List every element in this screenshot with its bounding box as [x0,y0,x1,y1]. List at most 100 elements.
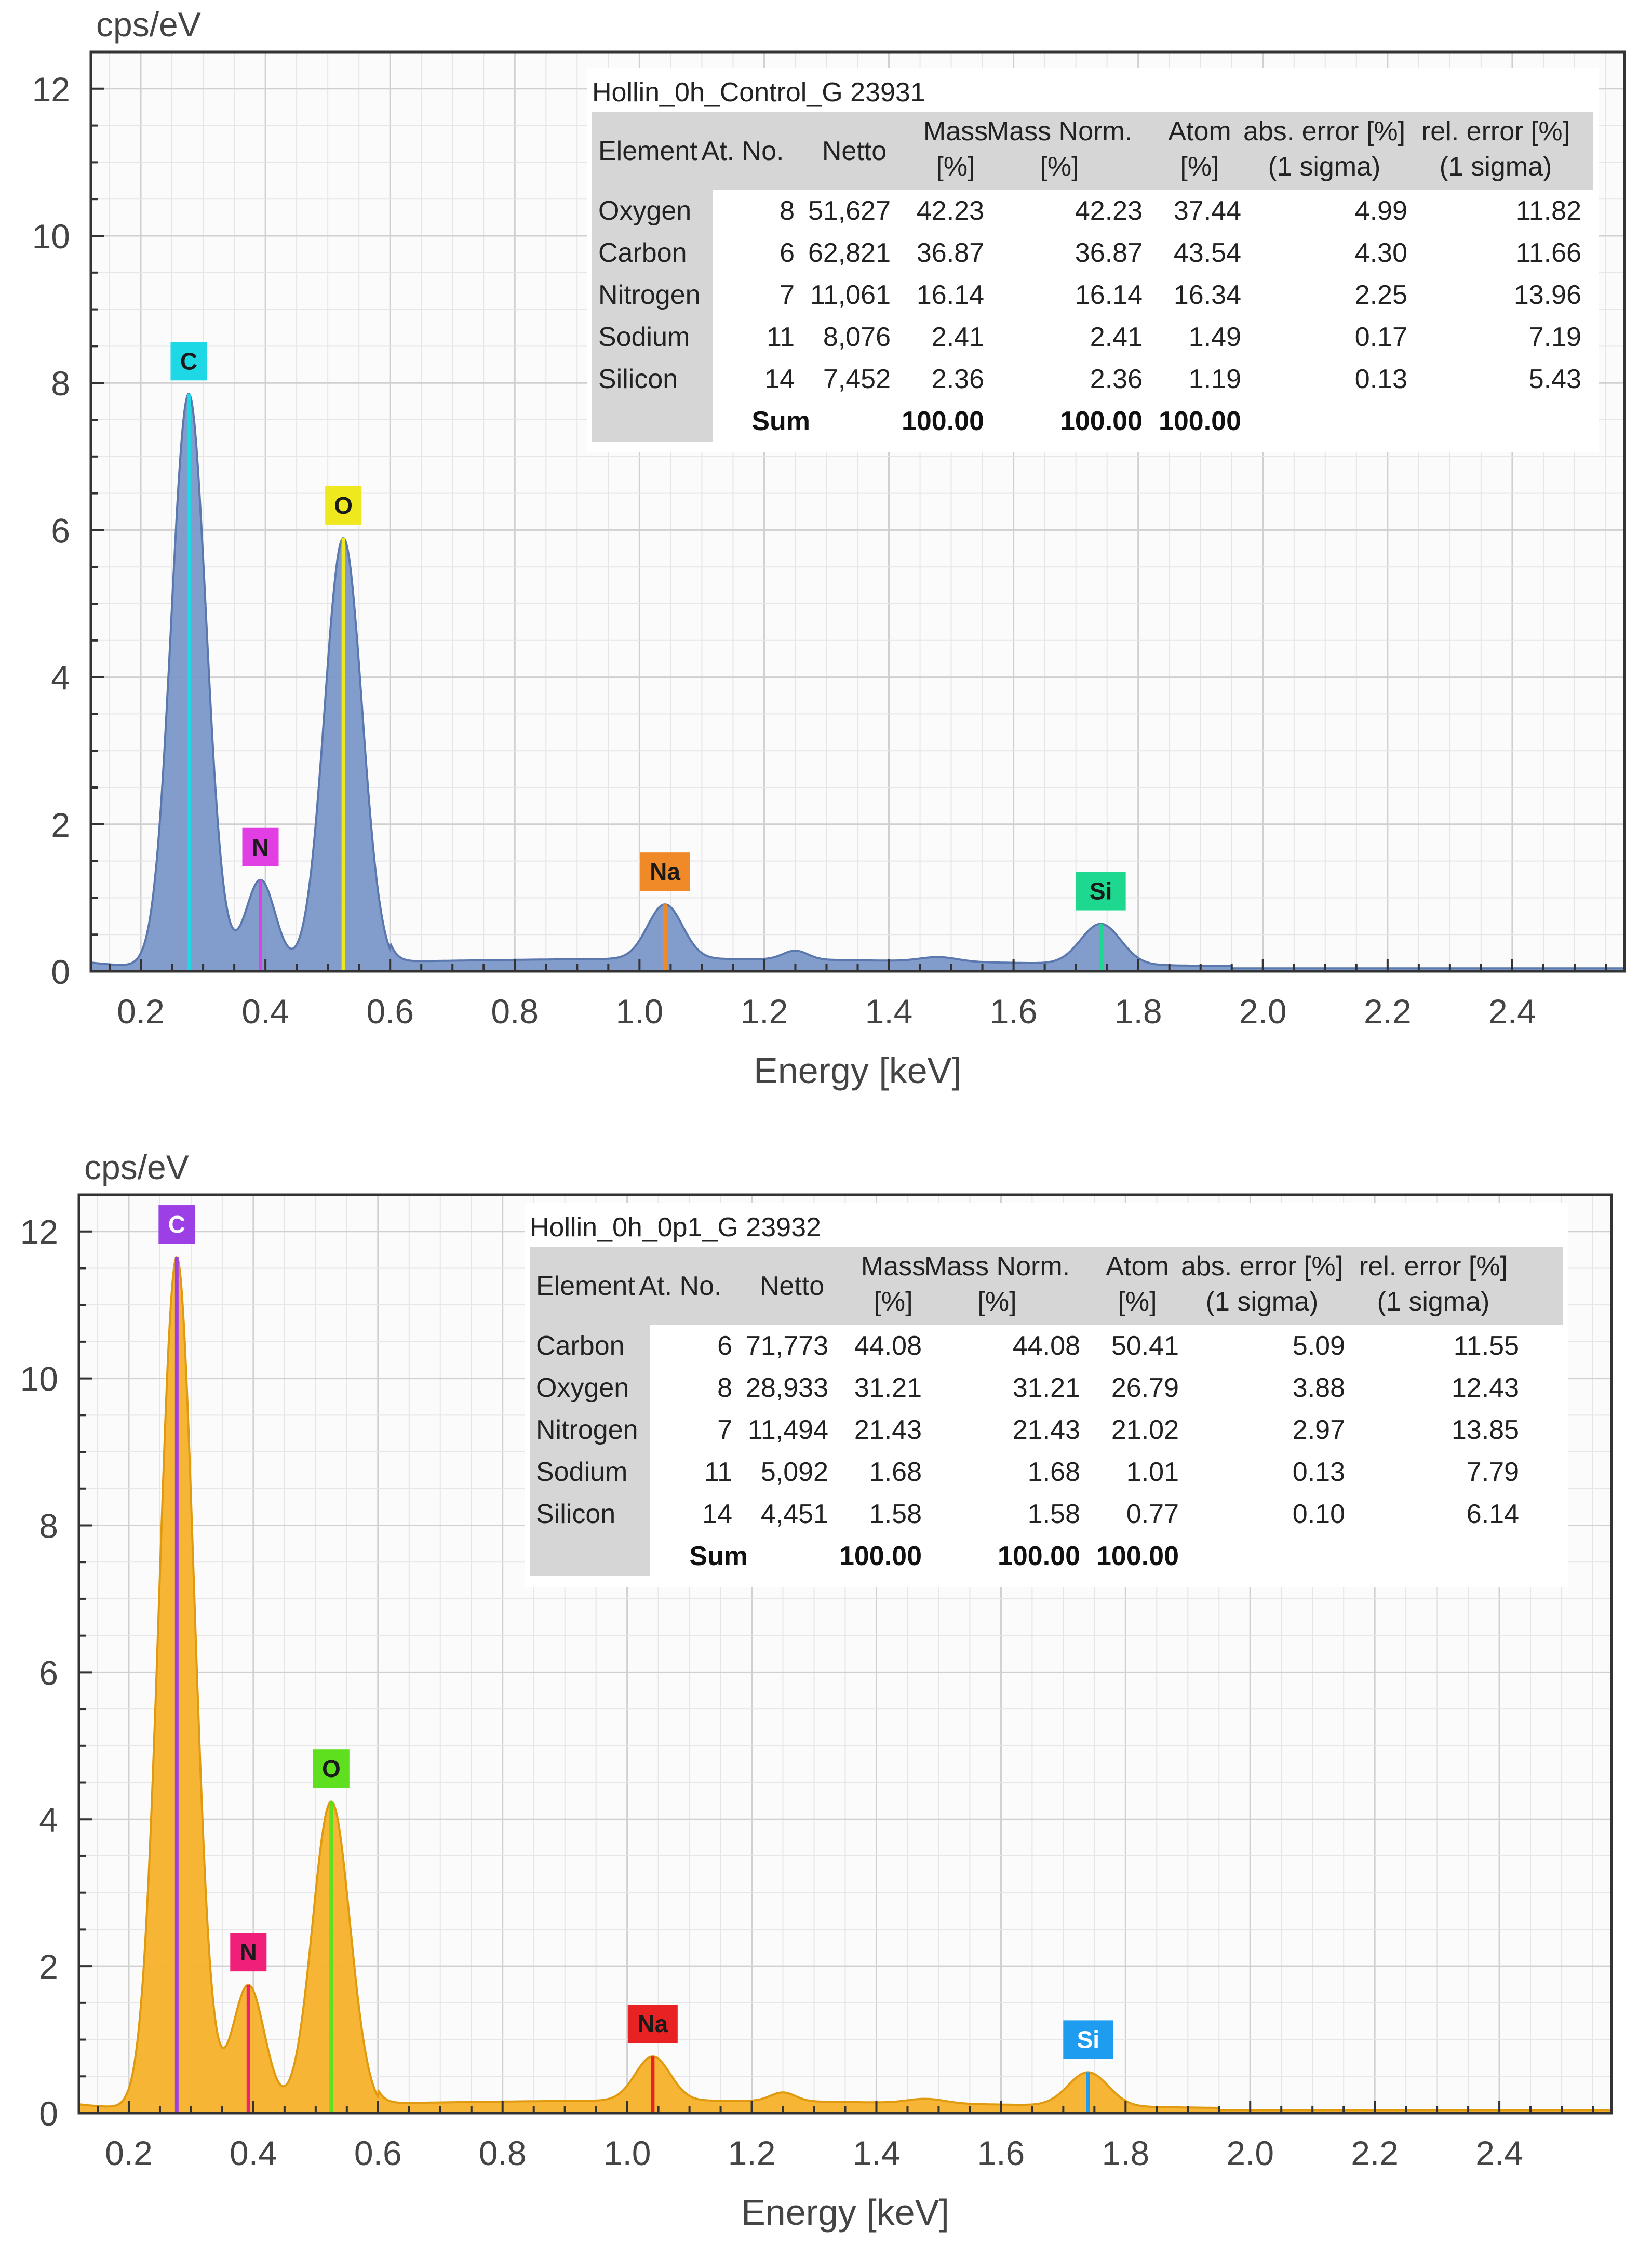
table-header-7: rel. error [%] (1 sigma) [1359,1251,1508,1317]
table-header-1: At. No. [702,136,784,166]
table-cell: 0.13 [1355,364,1407,394]
table-header-2: Netto [822,136,887,166]
table-header-1: At. No. [639,1271,722,1301]
peak-label-n: N [252,834,269,861]
table-header-band [530,1247,1563,1325]
x-tick-label: 1.4 [853,2134,901,2172]
peak-label-box-na [627,2005,678,2043]
table-cell: 11 [767,322,795,352]
table-row: Nitrogen 7 11,494 21.43 21.43 21.02 2.97 13.85 [536,1415,1519,1445]
y-tick-label: 12 [20,1213,58,1251]
table-cell: 6 [780,238,795,268]
x-tick-label: 2.4 [1488,992,1536,1031]
table-sum-value: 100.00 [998,1541,1080,1571]
table-cell: 11,494 [748,1415,828,1445]
table-header-3: Mass [%] [861,1251,925,1317]
table-cell: 2.41 [932,322,984,352]
table-cell: 12.43 [1452,1373,1519,1403]
table-cell: 6.14 [1467,1499,1519,1529]
y-tick-label: 0 [51,953,70,991]
y-tick-label: 6 [39,1653,58,1692]
table-cell: 11,061 [810,280,891,310]
table-cell: 2.25 [1355,280,1407,310]
eds-spectrum-panel-control: C N O Na Si Hollin_0h_Control_G 23931 Element A… [0,0,1652,1117]
table-cell: 5.43 [1529,364,1581,394]
table-header-5: Atom [%] [1106,1251,1169,1317]
table-sum-value: 100.00 [1060,406,1143,436]
table-cell: 50.41 [1111,1331,1179,1361]
x-tick-label: 2.2 [1351,2134,1399,2172]
table-cell: 4.30 [1355,238,1407,268]
spectrum-line [90,393,1624,970]
table-cell: Nitrogen [598,280,701,310]
peak-label-box-o [325,486,362,525]
y-tick-label: 8 [51,364,70,403]
peak-label-box-c [170,342,207,381]
table-cell: 8 [780,196,795,226]
x-tick-label: 0.6 [354,2134,402,2172]
table-cell: 26.79 [1111,1373,1179,1403]
table-cell: 11 [704,1457,732,1487]
table-cell: 1.19 [1189,364,1241,394]
peak-label-o: O [334,492,353,519]
table-row: Sodium 11 5,092 1.68 1.68 1.01 0.13 7.79 [536,1457,1519,1487]
table-cell: 7.19 [1529,322,1581,352]
table-cell: 0.17 [1355,322,1407,352]
table-cell: 11.82 [1516,196,1581,226]
table-header-4: Mass Norm. [%] [924,1251,1070,1317]
table-cell: 71,773 [746,1331,828,1361]
y-tick-label: 0 [39,2094,58,2133]
peak-label-box-n [242,827,279,866]
table-cell: 8 [717,1373,732,1403]
table-header-4: Mass Norm. [%] [987,116,1132,182]
peak-label-box-na [640,852,690,891]
table-cell: 14 [764,364,795,394]
table-cell: Sodium [598,322,690,352]
table-cell: 11.66 [1516,238,1581,268]
table-header-0: Element [536,1271,635,1301]
table-sum-label: Sum [751,406,810,436]
table-cell: 11.55 [1454,1331,1519,1361]
table-header-band [592,112,1593,190]
table-cell: 16.34 [1174,280,1241,310]
table-sum-value: 100.00 [1096,1541,1179,1571]
table-cell: 16.14 [1075,280,1143,310]
table-cell: 42.23 [917,196,984,226]
table-sum-value: 100.00 [839,1541,922,1571]
table-cell: 1.68 [1028,1457,1080,1487]
table-header-0: Element [598,136,697,166]
table-cell: Oxygen [598,196,691,226]
table-cell: 36.87 [1075,238,1143,268]
x-tick-label: 1.0 [615,992,663,1031]
y-tick-label: 8 [39,1506,58,1545]
peak-label-o: O [322,1755,341,1782]
table-cell: 21.43 [1013,1415,1080,1445]
table-row: Nitrogen 7 11,061 16.14 16.14 16.34 2.25 13.96 [598,280,1581,310]
table-cell: Sodium [536,1457,627,1487]
table-row: Carbon 6 71,773 44.08 44.08 50.41 5.09 11.55 [536,1331,1519,1361]
table-header-6: abs. error [%] (1 sigma) [1243,116,1405,182]
table-cell: 16.14 [917,280,984,310]
table-cell: Carbon [598,238,687,268]
table-title: Hollin_0h_Control_G 23931 [592,77,925,108]
x-tick-label: 2.0 [1226,2134,1274,2172]
y-axis-label: cps/eV [84,1148,189,1186]
table-cell: 14 [702,1499,732,1529]
table-cell: 1.58 [1028,1499,1080,1529]
table-cell: 2.36 [932,364,984,394]
x-axis-label: Energy [keV] [741,2192,949,2233]
x-axis-label: Energy [keV] [754,1050,962,1091]
x-tick-label: 1.2 [741,992,788,1031]
peak-label-si: Si [1077,2026,1099,2053]
x-tick-label: 0.2 [117,992,165,1031]
table-row: Carbon 6 62,821 36.87 36.87 43.54 4.30 11.66 [598,238,1581,268]
y-tick-label: 4 [51,659,70,697]
peak-label-c: C [180,348,197,375]
table-sum-value: 100.00 [1159,406,1241,436]
table-cell: 7,452 [823,364,891,394]
eds-spectrum-panel-0p1: C N O Na Si Hollin_0h_0p1_G 23932 Element At. N… [0,1143,1652,2255]
table-cell: Silicon [598,364,678,394]
table-header-3: Mass [%] [923,116,988,182]
table-cell: Silicon [536,1499,615,1529]
table-cell: 51,627 [808,196,891,226]
